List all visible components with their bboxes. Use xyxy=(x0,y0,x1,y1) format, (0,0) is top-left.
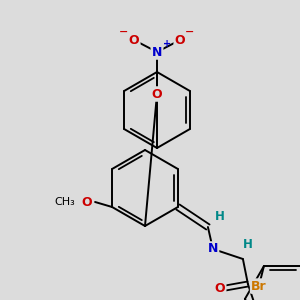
Text: Br: Br xyxy=(251,280,267,292)
Text: H: H xyxy=(243,238,253,251)
Text: H: H xyxy=(215,211,225,224)
Text: O: O xyxy=(214,283,225,296)
Text: O: O xyxy=(152,88,162,100)
Text: CH₃: CH₃ xyxy=(55,197,76,207)
Text: N: N xyxy=(208,242,218,256)
Text: −: − xyxy=(119,27,129,37)
Text: N: N xyxy=(152,46,162,59)
Text: −: − xyxy=(185,27,195,37)
Text: O: O xyxy=(82,196,92,208)
Text: O: O xyxy=(175,34,185,46)
Text: +: + xyxy=(163,39,171,49)
Text: O: O xyxy=(129,34,139,46)
